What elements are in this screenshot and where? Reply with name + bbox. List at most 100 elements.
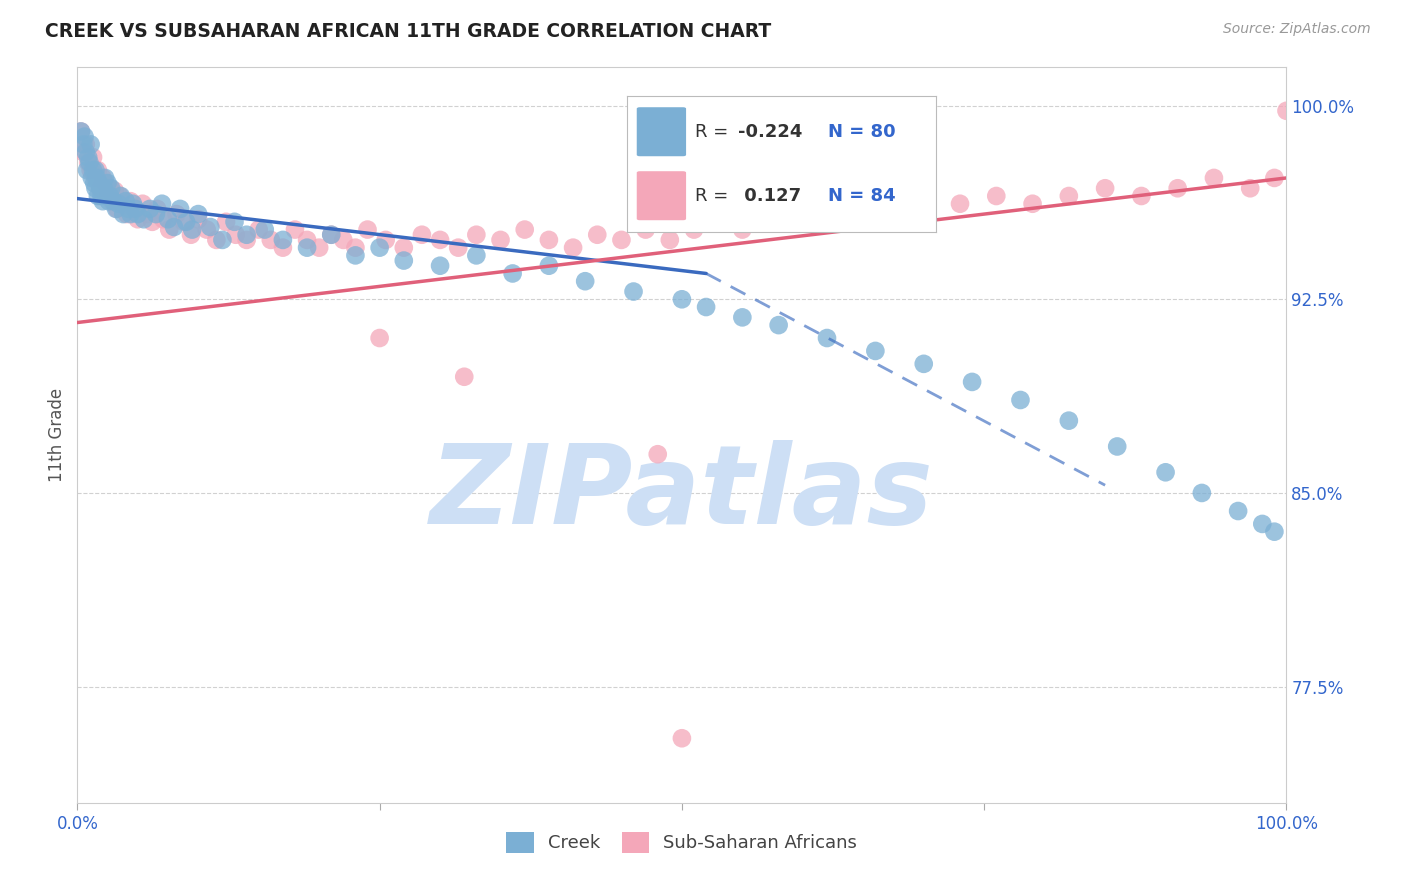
Point [731, 222, 754, 236]
Text: CREEK VS SUBSAHARAN AFRICAN 11TH GRADE CORRELATION CHART: CREEK VS SUBSAHARAN AFRICAN 11TH GRADE C… [45, 22, 772, 41]
Point [117, 202, 139, 216]
Point [120, 194, 142, 209]
Point [912, 357, 935, 371]
Point [82, 150, 104, 164]
Point [344, 248, 367, 262]
Point [574, 274, 596, 288]
Point [247, 222, 270, 236]
Point [502, 267, 524, 281]
Point [152, 212, 174, 227]
Point [368, 331, 391, 345]
Point [84, 181, 107, 195]
Point [187, 212, 209, 227]
Point [98, 181, 121, 195]
Point [235, 233, 257, 247]
Point [411, 227, 433, 242]
Point [77, 155, 100, 169]
Point [173, 215, 195, 229]
Point [1227, 504, 1250, 518]
Point [1130, 189, 1153, 203]
Point [253, 222, 276, 236]
Point [671, 293, 693, 307]
Point [93, 181, 115, 195]
Point [634, 222, 657, 236]
Point [1263, 524, 1285, 539]
Point [707, 212, 730, 227]
Legend: Creek, Sub-Saharan Africans: Creek, Sub-Saharan Africans [499, 825, 865, 860]
Point [768, 207, 790, 221]
Point [98, 189, 121, 203]
Point [84, 163, 107, 178]
Point [586, 227, 609, 242]
Point [356, 222, 378, 236]
Point [127, 212, 149, 227]
Point [1202, 170, 1225, 185]
Point [107, 196, 129, 211]
Point [392, 241, 415, 255]
Point [87, 176, 110, 190]
Point [447, 241, 470, 255]
Point [112, 207, 135, 221]
Point [839, 207, 862, 221]
Point [97, 194, 120, 209]
Point [96, 176, 118, 190]
Point [1263, 170, 1285, 185]
Point [146, 202, 169, 216]
Point [986, 189, 1008, 203]
Point [90, 189, 112, 203]
Point [103, 194, 125, 209]
Point [804, 215, 827, 229]
Point [489, 233, 512, 247]
Point [145, 207, 167, 221]
Point [1239, 181, 1261, 195]
Point [79, 137, 101, 152]
Point [671, 731, 693, 746]
Point [122, 202, 145, 216]
Point [181, 222, 204, 236]
Point [949, 196, 972, 211]
Point [75, 145, 97, 160]
Point [114, 194, 136, 209]
Point [1275, 103, 1298, 118]
Point [374, 233, 396, 247]
Text: ZIPatlas: ZIPatlas [430, 441, 934, 547]
Point [87, 189, 110, 203]
Point [96, 189, 118, 203]
Point [1251, 516, 1274, 531]
Point [187, 207, 209, 221]
Point [429, 259, 451, 273]
Point [122, 196, 145, 211]
Point [912, 207, 935, 221]
Point [105, 202, 128, 216]
Point [224, 215, 246, 229]
Point [94, 176, 117, 190]
Point [271, 241, 294, 255]
Point [91, 194, 114, 209]
Point [75, 137, 97, 152]
Point [94, 170, 117, 185]
Point [131, 196, 153, 211]
Point [284, 222, 307, 236]
Point [321, 227, 343, 242]
Point [77, 150, 100, 164]
Point [180, 227, 202, 242]
Point [79, 163, 101, 178]
Point [321, 227, 343, 242]
Point [76, 163, 98, 178]
Point [562, 241, 585, 255]
Point [623, 285, 645, 299]
Point [368, 241, 391, 255]
Point [84, 170, 107, 185]
Point [235, 227, 257, 242]
Point [215, 215, 238, 229]
Point [139, 202, 162, 216]
Point [308, 241, 330, 255]
Point [157, 212, 180, 227]
Point [1094, 181, 1116, 195]
Point [80, 170, 103, 185]
Point [70, 124, 93, 138]
Point [91, 170, 114, 185]
Point [110, 189, 132, 203]
Point [260, 233, 283, 247]
Point [89, 181, 111, 195]
